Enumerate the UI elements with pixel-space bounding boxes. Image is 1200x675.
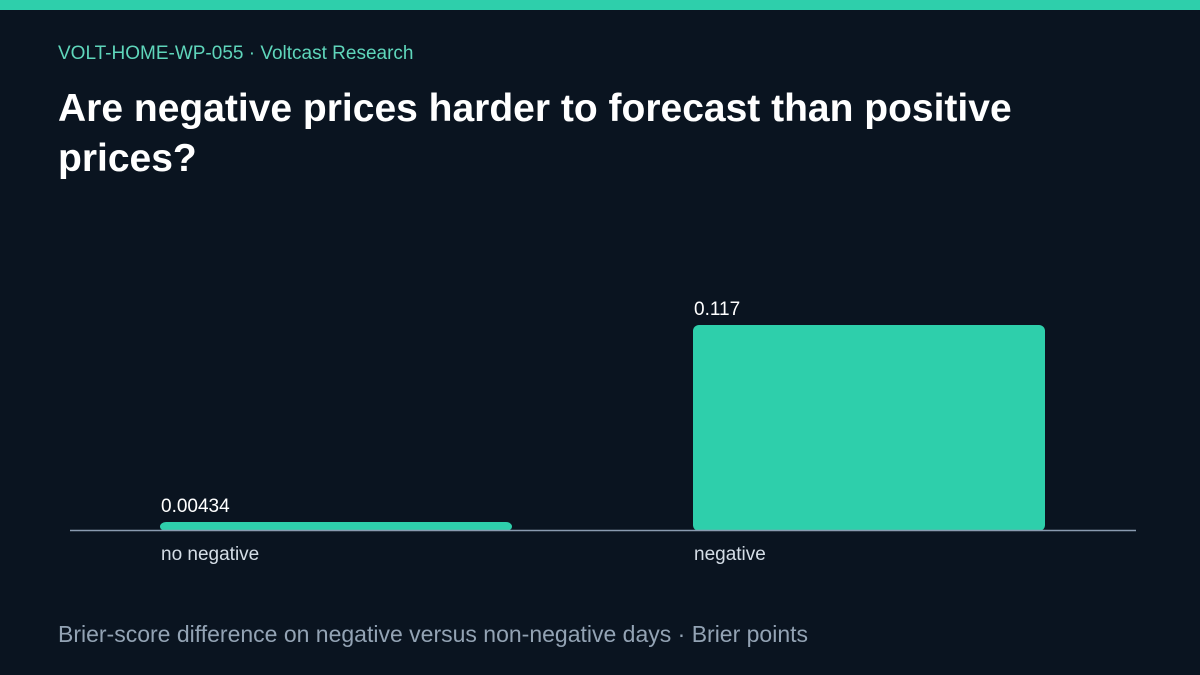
report-kicker: VOLT-HOME-WP-055 · Voltcast Research: [58, 43, 414, 64]
category-label: negative: [694, 544, 766, 565]
bar-no-negative: [160, 522, 512, 531]
chart-footnote: Brier-score difference on negative versu…: [58, 621, 809, 647]
bar-negative: [693, 325, 1045, 531]
chart-title: Are negative prices harder to forecast t…: [58, 87, 1012, 180]
data-label: 0.00434: [161, 496, 230, 517]
category-label: no negative: [161, 544, 259, 565]
data-label: 0.117: [694, 299, 740, 320]
top-accent-bar: [0, 0, 1200, 10]
